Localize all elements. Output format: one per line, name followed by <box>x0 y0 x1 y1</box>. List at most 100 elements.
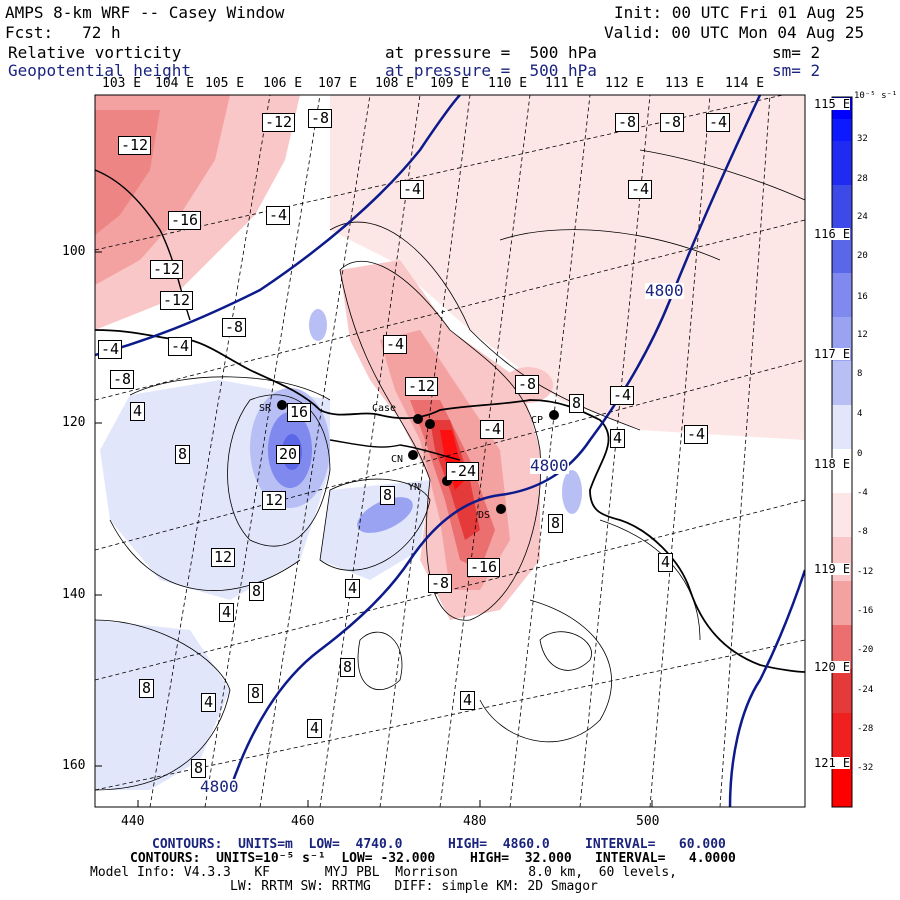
longitude-label: 116 E <box>814 227 851 241</box>
graticule <box>95 95 805 807</box>
vorticity-label: 8 <box>191 759 207 778</box>
map-title: AMPS 8-km WRF -- Casey Window <box>5 3 285 22</box>
y-tick-label: 140 <box>62 587 86 602</box>
colorbar-label: -4 <box>857 488 868 498</box>
vorticity-label: -8 <box>428 574 453 593</box>
vorticity-label: 8 <box>340 658 356 677</box>
vorticity-label: -8 <box>660 113 685 132</box>
colorbar-label: 4 <box>857 409 863 419</box>
vorticity-label: 12 <box>211 548 236 567</box>
weak-negative-region <box>330 95 805 440</box>
vorticity-label: -8 <box>110 370 135 389</box>
colorbar-label: 16 <box>857 292 868 302</box>
longitude-label: 106 E <box>263 76 303 91</box>
vorticity-label: -12 <box>262 113 296 132</box>
vorticity-label: -12 <box>160 291 194 310</box>
vorticity-label: 8 <box>548 514 564 533</box>
longitude-label: 108 E <box>375 76 415 91</box>
colorbar-label: -24 <box>857 685 874 695</box>
height-contour-high: HIGH= 4860.0 <box>448 837 550 852</box>
height-contour-interval: INTERVAL= 60.000 <box>585 837 726 852</box>
longitude-label: 113 E <box>665 76 705 91</box>
longitude-label: 115 E <box>814 97 851 111</box>
colorbar-label: -32 <box>857 763 874 773</box>
vorticity-label: 4 <box>345 579 361 598</box>
vorticity-label: -4 <box>400 180 425 199</box>
longitude-label: 121 E <box>814 756 851 770</box>
colorbar-label: -16 <box>857 606 874 616</box>
station-label: CN <box>391 454 404 465</box>
vorticity-label: 4 <box>219 603 235 622</box>
colorbar-label: -20 <box>857 645 874 655</box>
longitude-label: 112 E <box>605 76 645 91</box>
vorticity-label: -4 <box>98 340 123 359</box>
longitude-label: 117 E <box>814 347 851 361</box>
vorticity-label: -4 <box>684 425 709 444</box>
colorbar-label: 12 <box>857 330 868 340</box>
forecast-hour: Fcst: 72 h <box>5 23 121 42</box>
model-info: Model Info: V4.3.3 KF MYJ PBL Morrison 8… <box>90 865 677 880</box>
coastline <box>95 329 805 673</box>
field2-name: Geopotential height <box>8 61 192 80</box>
longitude-label: 109 E <box>430 76 470 91</box>
height-contour-label: 4800 <box>530 456 569 475</box>
vorticity-label: -4 <box>266 206 291 225</box>
colorbar-label: 24 <box>857 212 868 222</box>
colorbar-label: 0 <box>857 449 863 459</box>
vorticity-label: -4 <box>168 337 193 356</box>
vorticity-label: -4 <box>383 335 408 354</box>
colorbar-label: 20 <box>857 251 868 261</box>
height-contour-label: 4800 <box>645 281 684 300</box>
longitude-label: 110 E <box>488 76 528 91</box>
vorticity-label: 8 <box>569 394 585 413</box>
init-time: Init: 00 UTC Fri 01 Aug 25 <box>614 3 865 22</box>
field2-smoothing: sm= 2 <box>772 61 821 80</box>
longitude-label: 119 E <box>814 562 851 576</box>
vorticity-label: -16 <box>467 558 501 577</box>
vorticity-label: 4 <box>610 429 626 448</box>
vorticity-label: -8 <box>615 113 640 132</box>
field2-pressure: at pressure = 500 hPa <box>385 61 597 80</box>
vorticity-label: 4 <box>658 553 674 572</box>
colorbar-label: -8 <box>857 527 868 537</box>
vorticity-label: -12 <box>150 260 184 279</box>
vorticity-label: 16 <box>287 403 312 422</box>
vorticity-label: -16 <box>168 211 202 230</box>
vorticity-label: -12 <box>405 377 439 396</box>
colorbar-unit: 10⁻⁵ s⁻¹ <box>854 91 898 101</box>
vorticity-label: 8 <box>248 684 264 703</box>
vorticity-label: -4 <box>610 386 635 405</box>
vorticity-label: 20 <box>276 445 301 464</box>
x-tick-label: 480 <box>463 814 487 829</box>
longitude-label: 114 E <box>725 76 765 91</box>
longitude-label: 118 E <box>814 457 851 471</box>
vorticity-contour-high: HIGH= 32.000 <box>470 851 572 866</box>
height-contour-info: CONTOURS: UNITS=m LOW= 4740.0 <box>152 837 403 852</box>
field1-name: Relative vorticity <box>8 43 182 62</box>
vorticity-label: -8 <box>515 375 540 394</box>
vorticity-label: 8 <box>139 679 155 698</box>
colorbar-label: 32 <box>857 134 868 144</box>
y-tick-label: 100 <box>62 244 86 259</box>
vorticity-label: -8 <box>308 109 333 128</box>
vorticity-label: -8 <box>222 318 247 337</box>
colorbar-label: 28 <box>857 174 868 184</box>
station-label: CP <box>531 415 544 426</box>
colorbar-label: -12 <box>857 567 874 577</box>
station-dots <box>277 400 559 514</box>
vorticity-label: 4 <box>201 693 217 712</box>
station-label: YN <box>408 482 421 493</box>
vorticity-label: 4 <box>460 691 476 710</box>
vorticity-label: 8 <box>175 445 191 464</box>
y-tick-label: 120 <box>62 415 86 430</box>
y-tick-label: 160 <box>62 758 86 773</box>
colorbar-label: -28 <box>857 724 874 734</box>
longitude-label: 120 E <box>814 660 851 674</box>
valid-time: Valid: 00 UTC Mon 04 Aug 25 <box>604 23 865 42</box>
station-label: Case <box>372 403 397 414</box>
vorticity-label: -24 <box>446 462 480 481</box>
vorticity-label: 4 <box>130 402 146 421</box>
x-tick-label: 440 <box>121 814 145 829</box>
